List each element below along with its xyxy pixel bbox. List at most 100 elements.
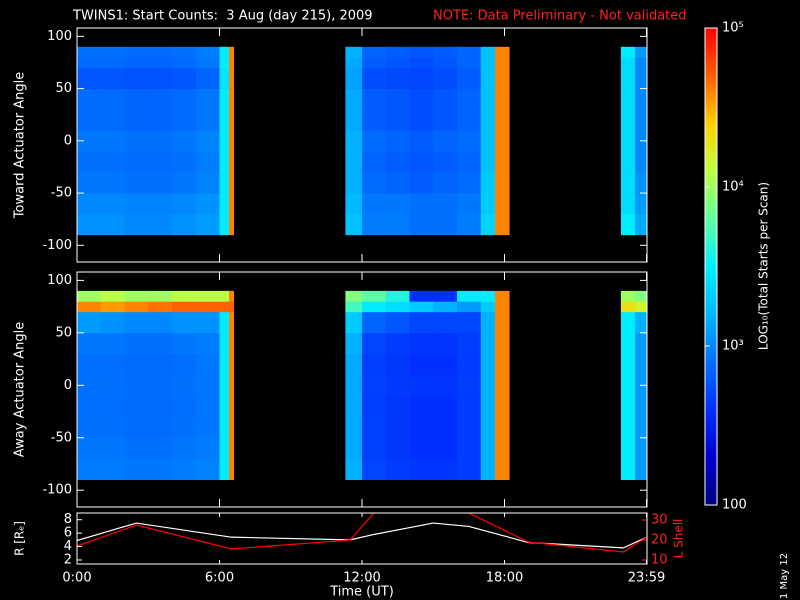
- heatmap-cell: [480, 311, 496, 334]
- heatmap-cell: [495, 172, 510, 194]
- y2-axis-label: L Shell: [672, 519, 686, 559]
- heatmap-cell: [195, 109, 220, 131]
- heatmap-cell: [495, 46, 510, 58]
- heatmap-cell: [100, 290, 125, 302]
- heatmap-cell: [195, 290, 220, 302]
- heatmap-cell: [495, 88, 510, 110]
- heatmap-cell: [457, 213, 482, 236]
- heatmap-cell: [219, 88, 230, 110]
- heatmap-cell: [345, 437, 363, 460]
- heatmap-cell: [124, 57, 149, 68]
- heatmap-cell: [148, 458, 173, 481]
- heatmap-cell: [229, 416, 235, 439]
- heatmap-cell: [124, 193, 149, 215]
- heatmap-cell: [124, 67, 149, 89]
- heatmap-cell: [172, 353, 197, 376]
- heatmap-cell: [219, 301, 230, 313]
- heatmap-cell: [100, 46, 125, 58]
- heatmap-cell: [77, 151, 102, 173]
- y-tick-label: 0: [64, 133, 72, 148]
- heatmap-cell: [219, 332, 230, 355]
- heatmap-cell: [229, 437, 235, 460]
- heatmap-cell: [457, 311, 482, 334]
- heatmap-cell: [433, 416, 458, 439]
- line-series: [77, 522, 647, 549]
- heatmap-cell: [345, 57, 363, 68]
- y-tick-label: 4: [64, 539, 72, 554]
- heatmap-cell: [433, 193, 458, 215]
- heatmap-cell: [148, 437, 173, 460]
- heatmap-cell: [219, 172, 230, 194]
- note: NOTE: Data Preliminary - Not validated: [433, 9, 687, 24]
- heatmap-cell: [172, 301, 197, 313]
- heatmap-cell: [495, 311, 510, 334]
- heatmap-cell: [480, 172, 496, 194]
- heatmap-cell: [172, 395, 197, 418]
- heatmap-cell: [100, 193, 125, 215]
- heatmap-cell: [172, 67, 197, 89]
- heatmap-cell: [345, 301, 363, 313]
- heatmap-cell: [148, 67, 173, 89]
- heatmap-cell: [480, 193, 496, 215]
- heatmap-cell: [100, 172, 125, 194]
- heatmap-cell: [635, 332, 648, 355]
- heatmap-cell: [195, 172, 220, 194]
- heatmap-cell: [172, 311, 197, 334]
- heatmap-cell: [219, 458, 230, 481]
- heatmap-cell: [77, 193, 102, 215]
- heatmap-cell: [620, 301, 636, 313]
- heatmap-cell: [480, 458, 496, 481]
- heatmap-cell: [172, 458, 197, 481]
- y2-tick-label: 10: [651, 553, 668, 568]
- heatmap-cell: [124, 301, 149, 313]
- heatmap-cell: [77, 416, 102, 439]
- heatmap-cell: [229, 374, 235, 397]
- heatmap-cell: [409, 458, 434, 481]
- heatmap-cell: [620, 458, 636, 481]
- heatmap-cell: [345, 67, 363, 89]
- heatmap-cell: [480, 301, 496, 313]
- heatmap-cell: [172, 213, 197, 236]
- heatmap-cell: [362, 172, 387, 194]
- heatmap-cell: [77, 67, 102, 89]
- heatmap-cell: [148, 213, 173, 236]
- heatmap-cell: [345, 151, 363, 173]
- heatmap-cell: [195, 193, 220, 215]
- date-stamp: 1 May 12: [779, 553, 790, 599]
- heatmap-cell: [77, 130, 102, 152]
- heatmap-cell: [172, 193, 197, 215]
- heatmap-cell: [409, 46, 434, 58]
- heatmap-cell: [362, 213, 387, 236]
- y-tick-label: 50: [55, 325, 72, 340]
- heatmap-cell: [620, 172, 636, 194]
- x-tick-label: 0:00: [62, 571, 91, 586]
- heatmap-cell: [172, 374, 197, 397]
- heatmap-cell: [345, 416, 363, 439]
- y-axis-label: Toward Actuator Angle: [13, 72, 28, 219]
- heatmap-cell: [148, 130, 173, 152]
- heatmap-cell: [480, 416, 496, 439]
- heatmap-cell: [635, 213, 648, 236]
- heatmap-cell: [100, 311, 125, 334]
- heatmap-cell: [409, 172, 434, 194]
- heatmap-cell: [409, 130, 434, 152]
- heatmap-cell: [409, 57, 434, 68]
- heatmap-cell: [409, 213, 434, 236]
- heatmap-cell: [457, 46, 482, 58]
- axes-frame: [76, 271, 648, 508]
- heatmap-cell: [495, 437, 510, 460]
- heatmap-cell: [195, 46, 220, 58]
- heatmap-cell: [100, 437, 125, 460]
- heatmap-cell: [433, 151, 458, 173]
- heatmap-cell: [100, 353, 125, 376]
- heatmap-cell: [124, 172, 149, 194]
- heatmap-cell: [148, 353, 173, 376]
- heatmap-cell: [229, 332, 235, 355]
- heatmap-cell: [495, 130, 510, 152]
- heatmap-cell: [495, 213, 510, 236]
- heatmap-cell: [409, 437, 434, 460]
- heatmap-cell: [620, 311, 636, 334]
- heatmap-cell: [385, 332, 410, 355]
- heatmap-cell: [195, 353, 220, 376]
- heatmap-cell: [195, 67, 220, 89]
